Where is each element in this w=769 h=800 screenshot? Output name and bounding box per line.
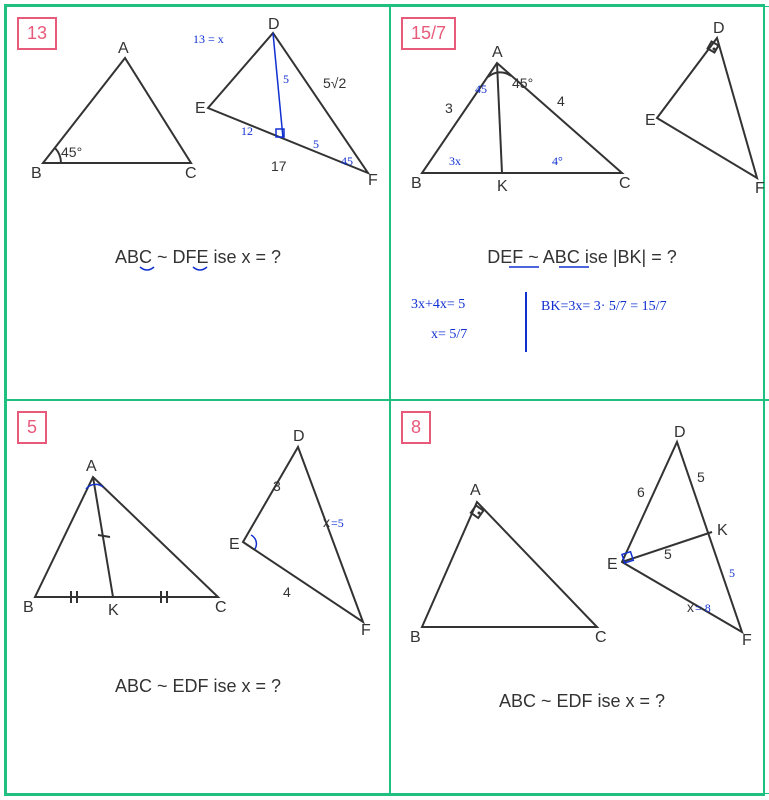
hand-work2: x= 5/7: [431, 327, 467, 343]
label-AC: 4: [557, 93, 565, 109]
label-D4: D: [674, 424, 686, 441]
work-divider: [523, 292, 529, 352]
answer-box-3: 5: [17, 411, 47, 444]
question-3: ABC ~ EDF ise x = ?: [7, 676, 389, 697]
label-D2: D: [713, 20, 725, 37]
angle-a-value: 45°: [512, 75, 533, 91]
label-K2: K: [497, 178, 508, 195]
label-F3: F: [361, 622, 371, 637]
label-B4: B: [410, 629, 421, 646]
label-A3: A: [86, 458, 97, 475]
label-DF: 5√2: [323, 75, 346, 91]
label-K3: K: [108, 602, 119, 619]
hand-work3: BK=3x= 3· 5/7 = 15/7: [541, 299, 667, 315]
underlines-2: [391, 263, 761, 277]
hand-3x: 3x: [449, 154, 461, 168]
label-DK4: 5: [697, 469, 705, 485]
label-D3: D: [293, 428, 305, 445]
answer-box-2: 15/7: [401, 17, 456, 50]
hand-45: 45: [341, 154, 353, 168]
under-abc: [140, 267, 154, 270]
label-AB: 3: [445, 100, 453, 116]
hand-work1: 3x+4x= 5: [411, 297, 465, 313]
label-E2: E: [645, 112, 656, 129]
angle-b-value: 45°: [61, 144, 82, 160]
question-4: ABC ~ EDF ise x = ?: [391, 691, 769, 712]
label-x3: x: [323, 514, 330, 530]
altitude-d: [273, 33, 283, 138]
label-C: C: [185, 165, 197, 182]
label-D: D: [268, 16, 280, 33]
label-B2: B: [411, 175, 422, 192]
answer-box-1: 13: [17, 17, 57, 50]
tick-ak: [98, 535, 110, 537]
label-F2: F: [755, 180, 765, 197]
label-A4: A: [470, 482, 481, 499]
diagram-3: A B C K D E F 3 4 x =5: [13, 407, 383, 637]
right-angle-dot: [713, 48, 716, 51]
hand-45b: 45: [475, 82, 487, 96]
label-F4: F: [742, 632, 752, 649]
problem-cell-1: 13 A B C 45° D E F 5√2 17 13 = x 5 12 5 …: [6, 6, 390, 400]
label-EF3: 4: [283, 584, 291, 600]
right-angle-dot-a4: [478, 512, 481, 515]
problem-cell-3: 5 A B C K D E F 3 4 x =5: [6, 400, 390, 794]
diagram-1: A B C 45° D E F 5√2 17 13 = x 5 12 5 45: [13, 13, 383, 213]
hand-5-4: 5: [729, 566, 735, 580]
label-A: A: [118, 40, 129, 57]
right-angle-d: [708, 42, 719, 53]
hand-12: 12: [241, 124, 253, 138]
under-dfe: [193, 267, 207, 270]
hand-5b: 5: [313, 137, 319, 151]
diagram-4: A B C D E F K 6 5 5 x = 8 5: [397, 407, 767, 657]
angle-a-arc: [488, 72, 511, 77]
label-C2: C: [619, 175, 631, 192]
label-DE4: 6: [637, 484, 645, 500]
label-F: F: [368, 172, 378, 189]
worksheet-grid: 13 A B C 45° D E F 5√2 17 13 = x 5 12 5 …: [4, 4, 765, 796]
label-EK4: 5: [664, 546, 672, 562]
label-E4: E: [607, 556, 618, 573]
label-C3: C: [215, 599, 227, 616]
label-EF: 17: [271, 158, 287, 174]
label-K4: K: [717, 522, 728, 539]
label-DE3: 3: [273, 478, 281, 494]
triangle-abc-4: [422, 502, 597, 627]
label-A2: A: [492, 44, 503, 61]
hand-eq4: = 8: [695, 601, 711, 615]
hand-5a: 5: [283, 72, 289, 86]
label-E3: E: [229, 536, 240, 553]
triangle-edf-3: [243, 447, 363, 622]
underlines-1: [7, 263, 377, 277]
label-x4: x: [687, 599, 694, 615]
answer-box-4: 8: [401, 411, 431, 444]
right-angle-e4: [622, 552, 633, 563]
segment-ak: [497, 63, 502, 173]
label-B3: B: [23, 599, 34, 616]
hand-eq: 13 = x: [193, 32, 224, 46]
hand-4ang: 4°: [552, 154, 563, 168]
triangle-abc-3: [35, 477, 218, 597]
label-C4: C: [595, 629, 607, 646]
problem-cell-4: 8 A B C D E F K 6 5 5 x = 8 5 ABC ~ EDF …: [390, 400, 769, 794]
triangle-def-2: [657, 38, 757, 178]
hand-eq3: =5: [331, 516, 344, 530]
triangle-def: [208, 33, 368, 173]
label-E: E: [195, 100, 206, 117]
label-B: B: [31, 165, 42, 182]
problem-cell-2: 15/7 A B C K 45° 3 4 D E F 45 3x 4° DEF …: [390, 6, 769, 400]
